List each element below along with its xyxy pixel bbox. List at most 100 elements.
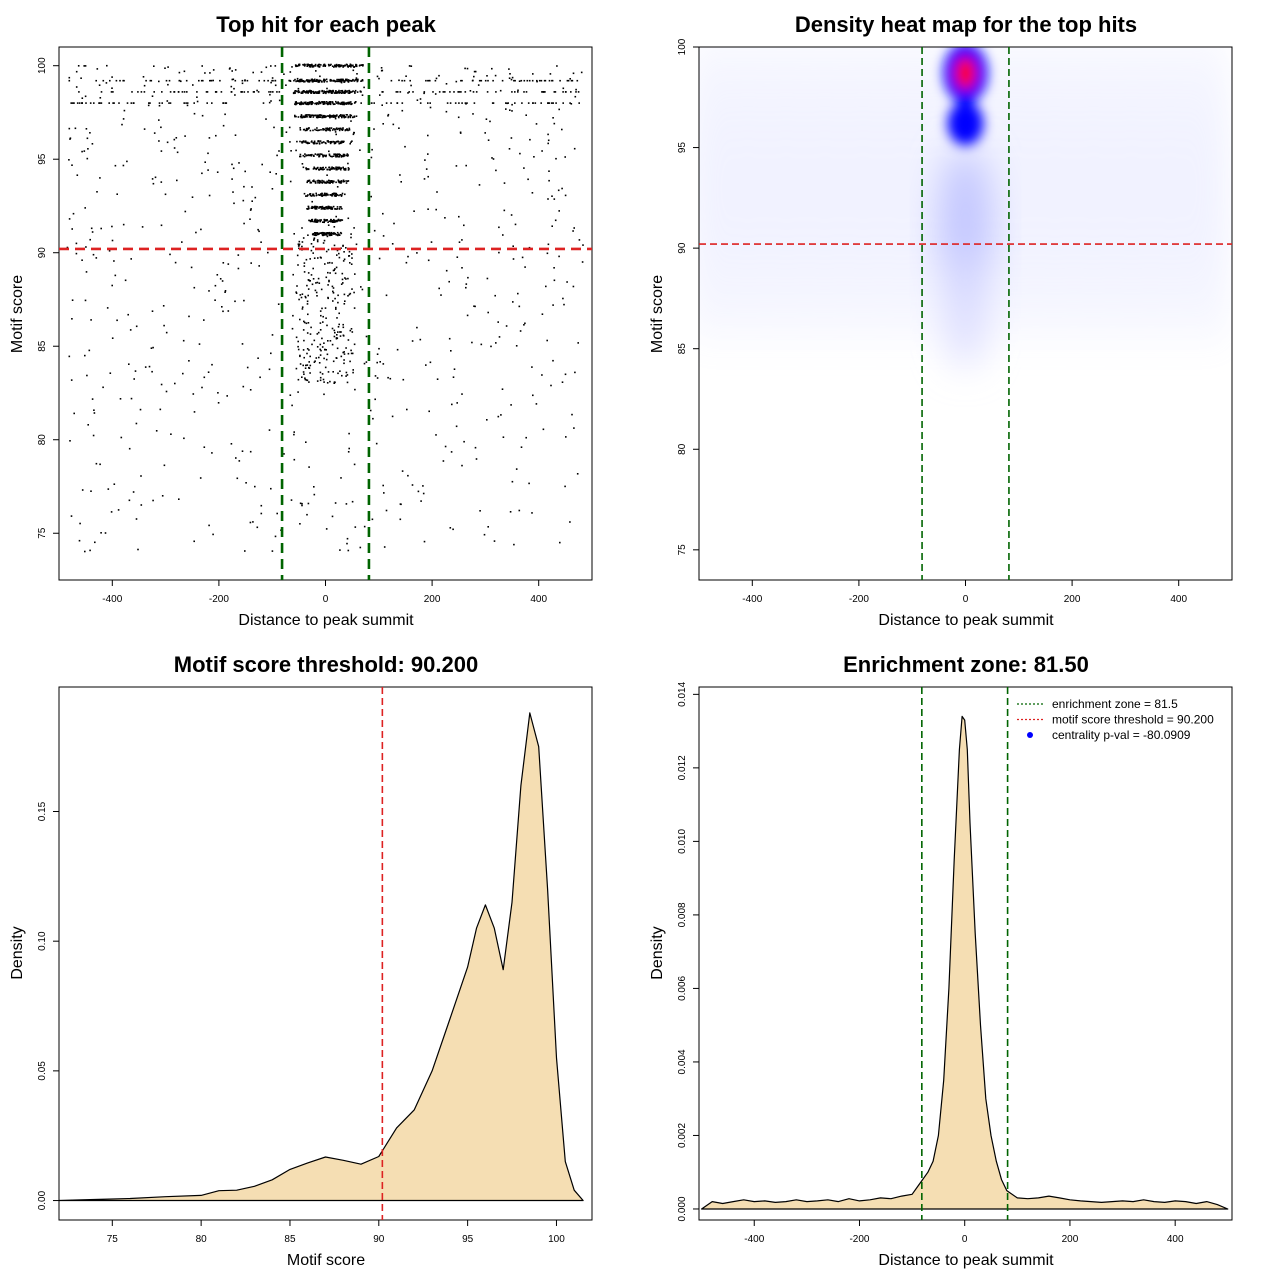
scatter-point xyxy=(301,91,304,94)
scatter-point xyxy=(343,92,346,94)
scatter-point xyxy=(234,94,236,96)
scatter-point xyxy=(340,140,343,143)
scatter-point xyxy=(325,358,328,361)
scatter-point xyxy=(310,155,313,157)
scatter-point xyxy=(297,348,300,351)
scatter-point xyxy=(306,180,309,182)
scatter-point xyxy=(339,142,342,145)
scatter-point xyxy=(298,243,301,246)
scatter-point xyxy=(165,390,168,393)
scatter-point xyxy=(376,377,379,379)
scatter-point xyxy=(552,102,554,104)
scatter-point xyxy=(133,378,135,380)
scatter-point xyxy=(316,239,319,241)
scatter-point xyxy=(315,206,318,208)
scatter-point xyxy=(325,92,327,95)
scatter-point xyxy=(277,303,280,305)
scatter-point xyxy=(411,340,414,342)
scatter-point xyxy=(303,373,305,375)
scatter-point xyxy=(289,71,292,73)
y-axis-label: Motif score xyxy=(9,275,26,353)
scatter-point xyxy=(335,167,338,170)
scatter-point xyxy=(99,463,101,466)
scatter-point xyxy=(532,73,534,75)
scatter-point xyxy=(511,76,514,79)
scatter-point xyxy=(88,349,91,352)
scatter-point xyxy=(309,64,312,66)
scatter-point xyxy=(184,210,187,213)
scatter-point xyxy=(325,276,328,279)
scatter-point xyxy=(321,337,323,340)
scatter-point xyxy=(299,129,302,131)
scatter-point xyxy=(316,129,319,132)
scatter-point xyxy=(333,141,335,143)
scatter-point xyxy=(416,99,419,101)
scatter-point xyxy=(359,149,361,151)
scatter-point xyxy=(346,374,349,376)
scatter-point xyxy=(571,79,574,82)
scatter-point xyxy=(324,208,326,210)
scatter-point xyxy=(501,388,504,390)
scatter-point xyxy=(316,102,318,104)
scatter-point xyxy=(444,217,446,219)
scatter-point xyxy=(127,313,129,316)
chart-title: Enrichment zone: 81.50 xyxy=(843,652,1089,677)
scatter-point xyxy=(332,371,334,373)
scatter-point xyxy=(301,92,304,94)
scatter-point xyxy=(311,91,313,93)
scatter-point xyxy=(301,102,303,104)
scatter-point xyxy=(339,180,341,183)
scatter-point xyxy=(339,141,342,143)
scatter-point xyxy=(318,114,320,117)
scatter-point xyxy=(165,331,168,334)
scatter-point xyxy=(327,91,330,94)
scatter-point xyxy=(196,91,198,93)
scatter-point xyxy=(552,359,554,362)
scatter-point xyxy=(325,129,328,132)
scatter-point xyxy=(164,67,166,69)
scatter-point xyxy=(308,179,310,182)
scatter-point xyxy=(320,114,323,117)
scatter-point xyxy=(322,101,325,103)
chart-title: Motif score threshold: 90.200 xyxy=(174,652,478,677)
scatter-point xyxy=(307,103,310,106)
scatter-point xyxy=(556,65,558,67)
scatter-point xyxy=(315,91,317,93)
scatter-point xyxy=(307,90,310,92)
scatter-point xyxy=(293,433,295,436)
scatter-point xyxy=(347,451,350,453)
scatter-point xyxy=(322,128,324,130)
scatter-point xyxy=(552,304,554,306)
scatter-point xyxy=(102,79,105,82)
scatter-point xyxy=(409,79,411,82)
scatter-point xyxy=(331,167,333,170)
scatter-point xyxy=(427,208,429,210)
scatter-point xyxy=(340,102,342,105)
scatter-point xyxy=(385,102,388,104)
scatter-point xyxy=(326,80,328,83)
scatter-point xyxy=(116,319,118,322)
scatter-point xyxy=(333,128,335,130)
scatter-point xyxy=(315,70,317,72)
scatter-point xyxy=(185,102,187,104)
scatter-point xyxy=(170,433,172,435)
scatter-point xyxy=(306,115,308,118)
scatter-point xyxy=(465,164,467,167)
scatter-point xyxy=(330,220,332,223)
scatter-point xyxy=(184,135,186,137)
scatter-point xyxy=(382,212,384,215)
scatter-point xyxy=(330,127,333,129)
scatter-point xyxy=(231,70,233,72)
scatter-point xyxy=(526,79,529,82)
scatter-point xyxy=(212,69,215,71)
y-tick-label: 0.000 xyxy=(677,1196,688,1221)
scatter-point xyxy=(258,230,260,233)
scatter-point xyxy=(312,267,314,270)
scatter-point xyxy=(313,239,315,241)
scatter-point xyxy=(312,129,314,132)
scatter-point xyxy=(340,90,342,92)
scatter-point xyxy=(425,79,427,82)
scatter-point xyxy=(306,513,308,516)
scatter-point xyxy=(320,64,322,66)
scatter-point xyxy=(438,287,440,290)
